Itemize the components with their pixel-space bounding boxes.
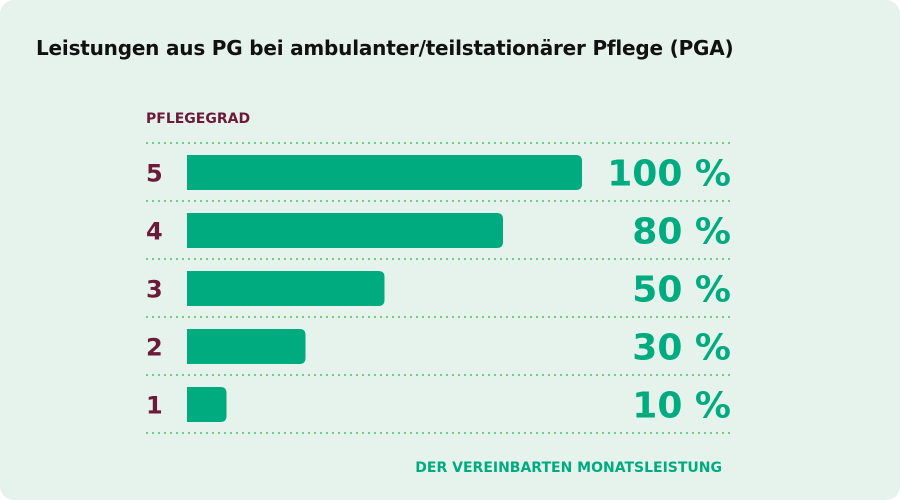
chart-title: Leistungen aus PG bei ambulanter/teilsta… [36, 36, 734, 60]
category-label: 3 [146, 276, 163, 304]
bar-pflegegrad-5 [187, 155, 582, 190]
bar-pflegegrad-4 [187, 213, 503, 248]
category-label: 2 [146, 334, 163, 362]
category-label: 5 [146, 160, 163, 188]
bar-pflegegrad-2 [187, 329, 306, 364]
value-label: 10 % [632, 386, 731, 427]
value-label: 100 % [607, 154, 731, 195]
bar-pflegegrad-3 [187, 271, 385, 306]
category-label: 4 [146, 218, 163, 246]
value-label: 30 % [632, 328, 731, 369]
value-label: 80 % [632, 212, 731, 253]
x-axis-label: DER VEREINBARTEN MONATSLEISTUNG [415, 460, 722, 476]
y-axis-label: PFLEGEGRAD [146, 111, 250, 127]
value-label: 50 % [632, 270, 731, 311]
bar-pflegegrad-1 [187, 387, 227, 422]
category-label: 1 [146, 392, 163, 420]
